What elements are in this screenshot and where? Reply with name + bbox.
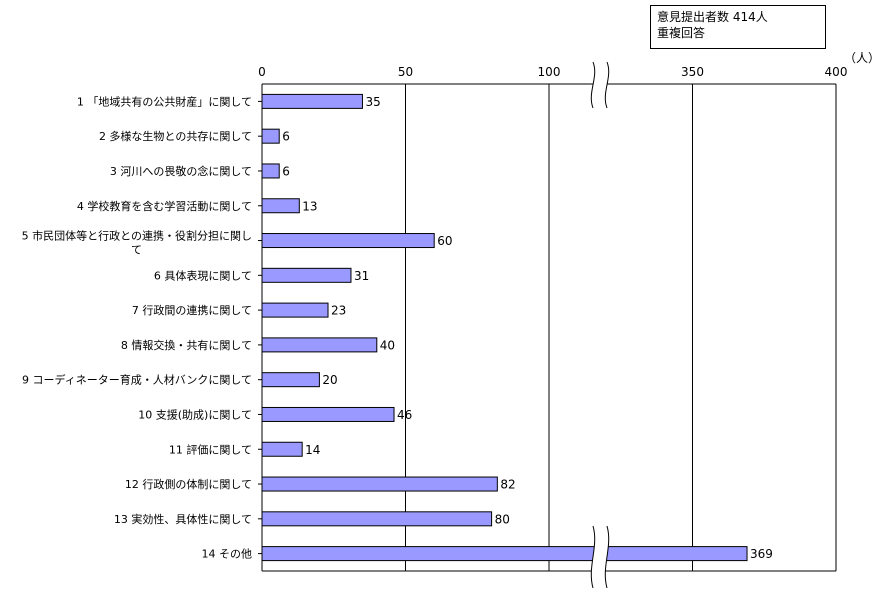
data-label: 14 bbox=[305, 443, 320, 457]
x-tick-label: 400 bbox=[825, 65, 848, 79]
bar bbox=[261, 511, 493, 527]
category-label: 6 具体表現に関して bbox=[154, 268, 252, 282]
multiple-answer-note: 重複回答 bbox=[657, 26, 706, 40]
data-label: 60 bbox=[437, 234, 452, 248]
axis-break-bottom-right-edge bbox=[604, 525, 610, 589]
category-label: 8 情報交換・共有に関して bbox=[121, 338, 252, 352]
category-label: 11 評価に関して bbox=[169, 442, 252, 456]
category-label: 3 河川への畏敬の念に関して bbox=[110, 164, 252, 178]
category-label: 9 コーディネーター育成・人材バンクに関して bbox=[22, 373, 252, 387]
bar bbox=[261, 476, 498, 492]
x-tick-label: 350 bbox=[681, 65, 704, 79]
category-label: 2 多様な生物との共存に関して bbox=[99, 129, 252, 143]
category-label: 5 市民団体等と行政との連携・役割分担に関し bbox=[22, 229, 252, 243]
bar bbox=[261, 406, 395, 422]
bar bbox=[261, 233, 435, 249]
bar bbox=[261, 546, 748, 562]
axis-break-bottom-left-edge bbox=[590, 525, 596, 589]
data-label: 6 bbox=[282, 164, 290, 178]
x-tick-label: 100 bbox=[538, 65, 561, 79]
x-tick-label: 0 bbox=[258, 65, 266, 79]
data-label: 13 bbox=[302, 199, 317, 213]
data-label: 20 bbox=[322, 373, 337, 387]
bar bbox=[261, 302, 329, 318]
bar bbox=[261, 198, 300, 214]
data-label: 80 bbox=[495, 512, 510, 526]
data-label: 40 bbox=[380, 338, 395, 352]
bar bbox=[261, 128, 280, 144]
data-label: 23 bbox=[331, 304, 346, 318]
category-label: 1 「地域共有の公共財産」に関して bbox=[77, 94, 252, 108]
bar bbox=[261, 337, 378, 353]
category-label: 12 行政側の体制に関して bbox=[125, 477, 252, 491]
category-label: 14 その他 bbox=[202, 548, 253, 561]
axis-break-top-right-edge bbox=[604, 61, 610, 109]
category-label: 13 実効性、具体性に関して bbox=[114, 512, 252, 526]
category-label-continuation: て bbox=[131, 244, 142, 257]
data-label: 35 bbox=[365, 95, 380, 109]
axis-break-top-left-edge bbox=[590, 61, 596, 109]
x-tick-label: 50 bbox=[398, 65, 413, 79]
bar bbox=[261, 267, 352, 283]
bar bbox=[261, 372, 320, 388]
bar bbox=[261, 93, 363, 109]
axis-break-bottom-gap bbox=[591, 526, 609, 588]
category-label: 7 行政間の連携に関して bbox=[132, 303, 252, 317]
bar bbox=[261, 441, 303, 457]
category-label: 4 学校教育を含む学習活動に関して bbox=[77, 199, 252, 213]
category-label: 10 支援(助成)に関して bbox=[138, 407, 252, 421]
data-label: 6 bbox=[282, 130, 290, 144]
data-label: 82 bbox=[500, 478, 515, 492]
respondent-info-box: 意見提出者数 414人 重複回答 bbox=[650, 5, 826, 49]
bar bbox=[261, 163, 280, 179]
x-axis-unit: （人） bbox=[844, 51, 880, 65]
data-label: 31 bbox=[354, 269, 369, 283]
data-label: 369 bbox=[750, 547, 773, 561]
respondent-count: 意見提出者数 414人 bbox=[657, 10, 768, 24]
data-label: 46 bbox=[397, 408, 412, 422]
axis-break-top-gap bbox=[591, 62, 609, 108]
